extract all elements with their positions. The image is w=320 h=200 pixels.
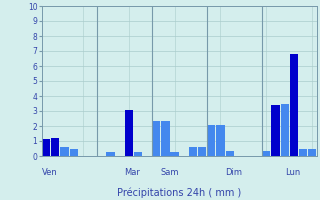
Bar	[226, 151, 234, 156]
Text: Dim: Dim	[225, 168, 242, 177]
Bar	[271, 105, 280, 156]
Bar	[42, 139, 50, 156]
Bar	[262, 151, 270, 156]
Text: Ven: Ven	[42, 168, 57, 177]
Bar	[124, 110, 133, 156]
Bar	[290, 54, 298, 156]
Text: Précipitations 24h ( mm ): Précipitations 24h ( mm )	[117, 188, 241, 198]
Bar	[51, 138, 60, 156]
Bar	[216, 125, 225, 156]
Bar	[281, 104, 289, 156]
Bar	[69, 148, 78, 156]
Text: Mar: Mar	[124, 168, 140, 177]
Bar	[299, 148, 307, 156]
Bar	[189, 147, 197, 156]
Bar	[198, 147, 206, 156]
Bar	[207, 125, 215, 156]
Text: Lun: Lun	[285, 168, 300, 177]
Bar	[308, 148, 316, 156]
Bar	[171, 152, 179, 156]
Bar	[161, 121, 170, 156]
Bar	[134, 152, 142, 156]
Text: Sam: Sam	[161, 168, 179, 177]
Bar	[106, 152, 115, 156]
Bar	[60, 147, 69, 156]
Bar	[152, 121, 160, 156]
